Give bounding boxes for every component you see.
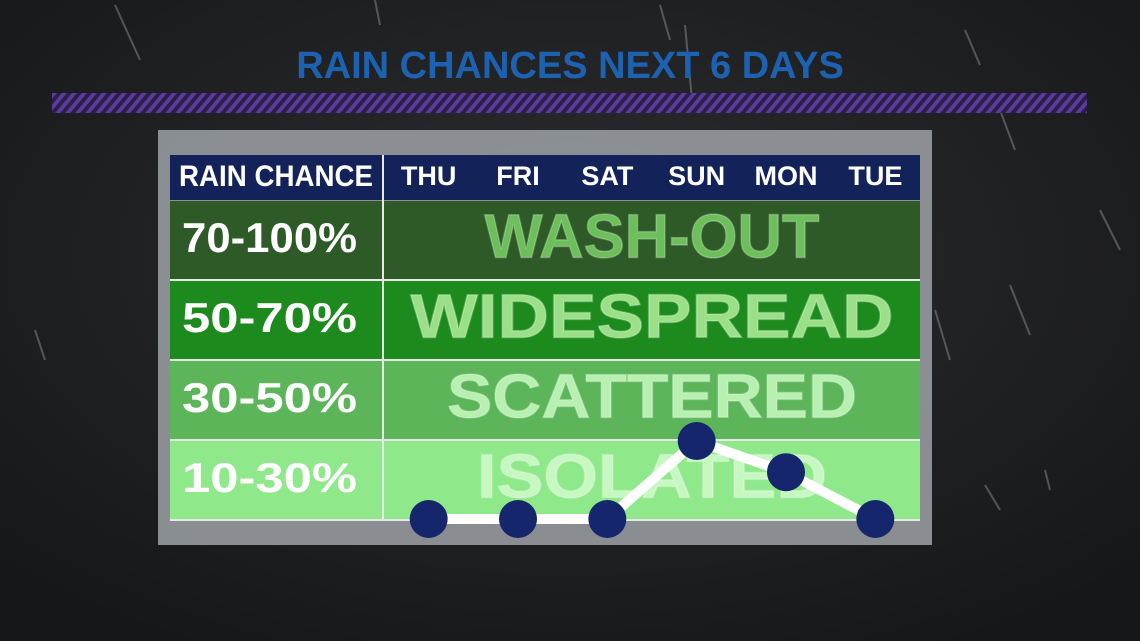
rain-streaks	[34, 0, 1121, 511]
data-point	[767, 453, 805, 492]
data-point	[499, 500, 537, 538]
header-row	[170, 155, 920, 200]
band-name: WASH-OUT	[485, 202, 820, 271]
band-range-label: 50-70%	[182, 294, 357, 341]
data-point	[856, 500, 895, 538]
title: RAIN CHANCES NEXT 6 DAYS	[296, 45, 844, 87]
band	[170, 201, 920, 279]
band-name: SCATTERED	[447, 362, 857, 431]
data-point	[588, 500, 627, 538]
divider-bar	[52, 93, 1087, 113]
row-header: RAIN CHANCE	[179, 160, 373, 193]
data-point	[677, 422, 716, 460]
band-range-label: 10-30%	[182, 454, 357, 501]
band	[170, 281, 920, 359]
band-name: WIDESPREAD	[411, 282, 894, 351]
day-label: THU	[401, 161, 457, 191]
day-label: SUN	[668, 161, 725, 191]
band-range-label: 70-100%	[182, 214, 357, 261]
day-label: MON	[755, 161, 818, 191]
band	[170, 361, 920, 439]
band-range-label: 30-50%	[182, 374, 357, 421]
day-label: TUE	[848, 161, 902, 191]
day-label: FRI	[496, 161, 540, 191]
day-label: SAT	[581, 161, 634, 191]
data-point	[409, 500, 448, 538]
